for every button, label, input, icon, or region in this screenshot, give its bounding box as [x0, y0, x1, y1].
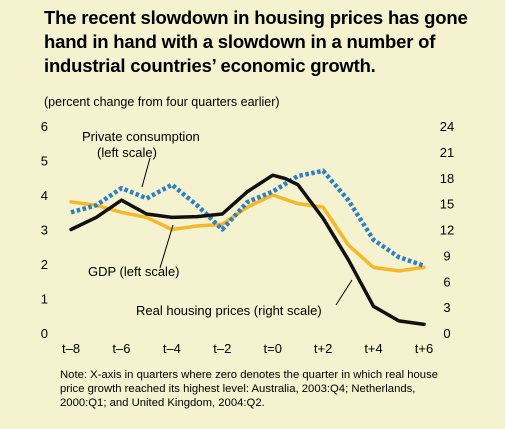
left-axis-ticks: 0 1 2 3 4 5 6: [41, 119, 48, 341]
right-tick-label: 0: [443, 326, 450, 341]
right-tick-label: 15: [440, 197, 454, 212]
right-tick-label: 24: [440, 119, 454, 134]
left-tick-label: 0: [41, 326, 48, 341]
left-tick-label: 1: [41, 292, 48, 307]
x-tick-label: t–8: [62, 341, 80, 356]
chart-subtitle: (percent change from four quarters earli…: [44, 95, 280, 109]
right-tick-label: 6: [443, 274, 450, 289]
annotation-private-consumption-line1: Private consumption: [82, 129, 200, 144]
left-tick-label: 4: [41, 188, 48, 203]
right-tick-label: 3: [443, 300, 450, 315]
x-tick-label: t–4: [163, 341, 181, 356]
right-tick-label: 21: [440, 145, 454, 160]
annotation-real-housing-prices: Real housing prices (right scale): [136, 303, 322, 318]
x-tick-label: t+2: [314, 341, 332, 356]
series-line-real-housing-prices: [69, 173, 426, 327]
x-tick-label: t+6: [415, 341, 433, 356]
x-tick-label: t+4: [364, 341, 382, 356]
leader-real-housing-prices: [335, 279, 353, 306]
left-tick-label: 6: [41, 119, 48, 134]
right-tick-label: 12: [440, 223, 454, 238]
annotation-gdp: GDP (left scale): [88, 264, 180, 279]
x-tick-label: t–6: [112, 341, 130, 356]
leader-gdp: [159, 224, 174, 269]
leader-private-consumption: [141, 157, 151, 188]
x-axis-ticks: t–8 t–6 t–4 t–2 t=0 t+2 t+4 t+6: [62, 341, 433, 356]
right-tick-label: 9: [443, 248, 450, 263]
series-layer: [69, 168, 426, 327]
chart-note: Note: X-axis in quarters where zero deno…: [60, 369, 439, 409]
annotation-labels: Private consumption (left scale) GDP (le…: [82, 129, 322, 318]
left-tick-label: 3: [41, 223, 48, 238]
annotation-leaders: [141, 157, 353, 306]
x-tick-label: t–2: [213, 341, 231, 356]
right-axis-ticks: 0 3 6 9 12 15 18 21 24: [440, 119, 454, 341]
series-line-private-consumption: [70, 168, 425, 268]
annotation-private-consumption-line2: (left scale): [97, 145, 157, 160]
right-tick-label: 18: [440, 171, 454, 186]
left-tick-label: 2: [41, 257, 48, 272]
chart-title: The recent slowdown in housing prices ha…: [44, 7, 468, 76]
left-tick-label: 5: [41, 154, 48, 169]
series-line-gdp: [69, 193, 426, 273]
x-tick-label: t=0: [263, 341, 281, 356]
